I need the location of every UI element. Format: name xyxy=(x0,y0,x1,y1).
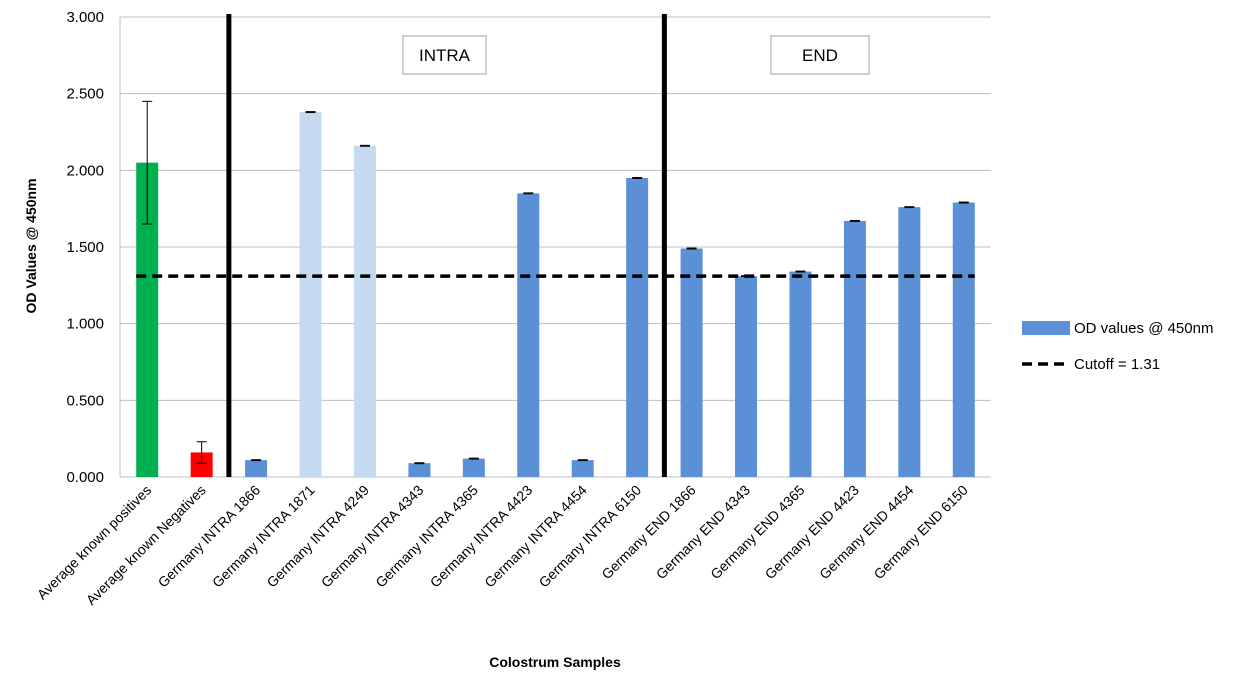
region-label-end-box: END xyxy=(770,35,870,75)
x-tick-label: Germany INTRA 4423 xyxy=(427,482,536,591)
bar xyxy=(462,458,485,477)
bar xyxy=(353,145,376,478)
bar xyxy=(190,452,213,477)
error-bar xyxy=(795,270,806,273)
x-tick-label: Germany INTRA 1871 xyxy=(209,482,318,591)
x-tick-label: Germany END 4454 xyxy=(816,482,917,583)
y-axis-ticks: 0.000 0.500 1.000 1.500 2.000 2.500 3.000 xyxy=(66,9,104,486)
error-bar xyxy=(196,441,207,464)
y-tick-label: 0.500 xyxy=(66,392,104,409)
legend-label-cutoff: Cutoff = 1.31 xyxy=(1074,356,1160,373)
x-tick-label: Germany INTRA 4343 xyxy=(318,482,427,591)
bar xyxy=(952,202,975,478)
error-bar xyxy=(577,459,588,462)
error-bar xyxy=(523,192,534,195)
gridlines xyxy=(119,16,991,478)
bars xyxy=(136,112,975,478)
error-bar xyxy=(468,457,479,460)
bar xyxy=(571,460,594,477)
error-bar xyxy=(632,177,643,179)
y-tick-label: 0.000 xyxy=(66,469,104,486)
y-tick-label: 1.000 xyxy=(66,316,104,333)
error-bar xyxy=(305,111,316,114)
bar xyxy=(735,276,758,477)
y-axis-title: OD Values @ 450nm xyxy=(23,178,39,313)
region-label-intra: INTRA xyxy=(419,46,471,65)
bar xyxy=(136,162,159,477)
error-bar xyxy=(958,201,969,204)
bar xyxy=(789,271,812,477)
error-bar xyxy=(849,219,860,222)
bar xyxy=(245,460,268,477)
y-tick-label: 3.000 xyxy=(66,9,104,26)
error-bar xyxy=(904,206,915,209)
x-tick-label: Germany INTRA 4249 xyxy=(263,482,372,591)
x-tick-label: Germany END 6150 xyxy=(870,482,971,583)
x-tick-label: Germany END 4365 xyxy=(707,482,808,583)
legend-swatch-od-values xyxy=(1022,321,1070,335)
y-tick-label: 2.500 xyxy=(66,86,104,103)
legend: OD values @ 450nm Cutoff = 1.31 xyxy=(1022,320,1213,373)
x-tick-label: Germany INTRA 4454 xyxy=(481,482,590,591)
region-label-end: END xyxy=(802,46,838,65)
y-tick-label: 1.500 xyxy=(66,239,104,256)
error-bar xyxy=(686,247,697,250)
bar xyxy=(843,220,866,477)
bar xyxy=(680,248,703,477)
error-bar xyxy=(251,459,262,462)
region-label-intra-box: INTRA xyxy=(402,35,487,75)
bar xyxy=(517,193,540,478)
x-axis-title: Colostrum Samples xyxy=(489,654,621,670)
x-tick-label: Germany INTRA 6150 xyxy=(536,482,645,591)
region-dividers xyxy=(226,14,667,477)
x-tick-label: Germany INTRA 4365 xyxy=(372,482,481,591)
y-tick-label: 2.000 xyxy=(66,162,104,179)
legend-label-od-values: OD values @ 450nm xyxy=(1074,320,1213,337)
x-tick-label: Germany END 4423 xyxy=(762,482,863,583)
error-bar xyxy=(414,462,425,465)
x-tick-label: Germany END 4343 xyxy=(653,482,754,583)
bar xyxy=(626,178,649,477)
x-tick-label: Germany END 1866 xyxy=(598,482,699,583)
bar xyxy=(898,207,921,477)
x-tick-label: Germany INTRA 1866 xyxy=(155,482,264,591)
bar xyxy=(299,112,322,478)
bar xyxy=(408,463,431,477)
error-bar xyxy=(359,144,370,147)
error-bar xyxy=(142,100,153,225)
